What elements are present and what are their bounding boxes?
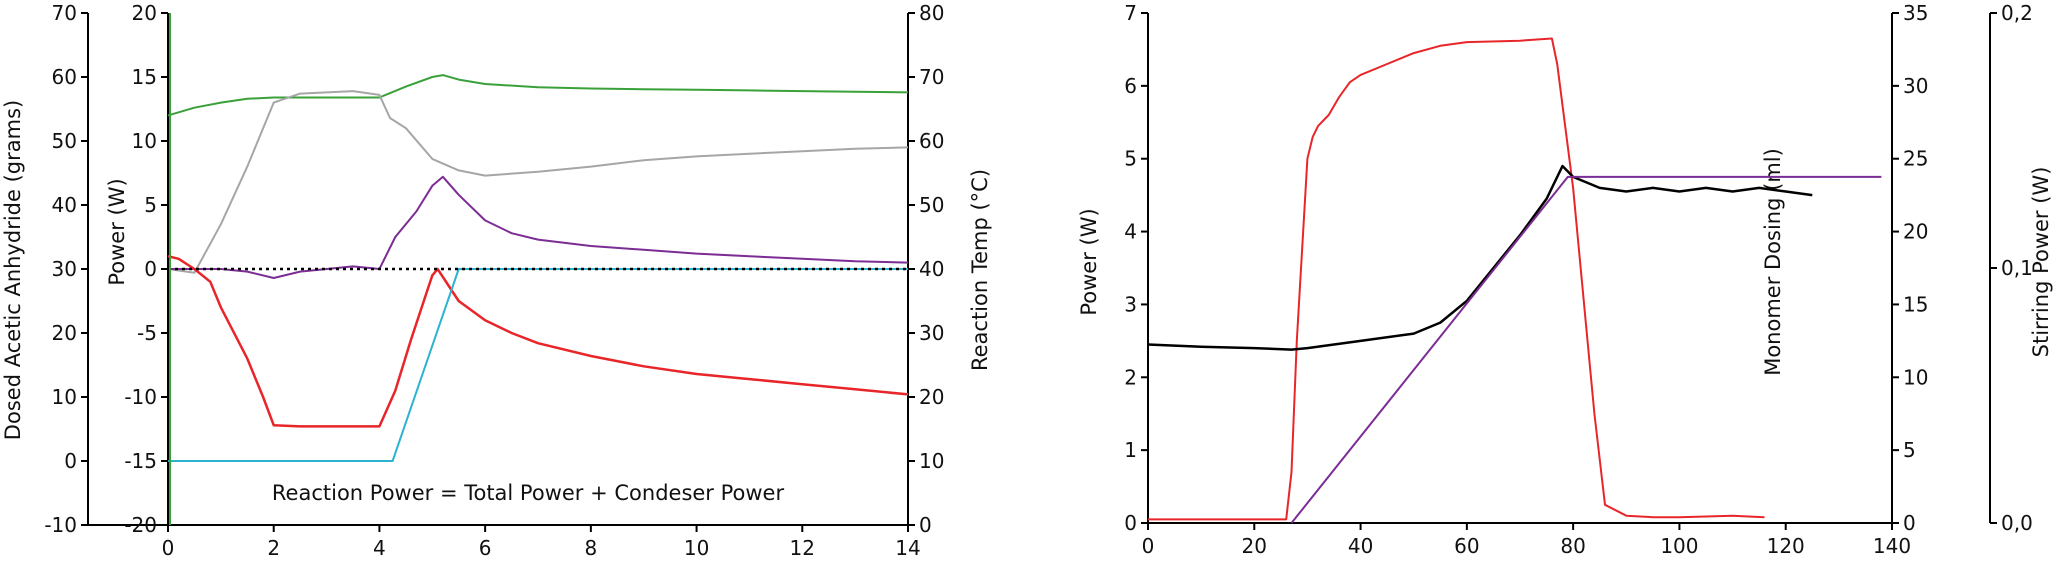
chart1-dosed-tick-label: 10: [52, 385, 77, 409]
chart2-series-line-1: [1148, 37, 1765, 521]
chart1-annotation: Reaction Power = Total Power + Condeser …: [272, 481, 785, 505]
chart2-monomer-tick-label: 15: [1903, 292, 1928, 316]
chart1-temp-axis-label: Reaction Temp (°C): [968, 169, 992, 371]
chart1-x-tick-label: 0: [162, 536, 175, 560]
chart1-dosed-tick-label: 60: [52, 65, 77, 89]
chart1-temp-tick-label: 80: [919, 1, 944, 25]
chart1-power-tick-label: 15: [132, 65, 157, 89]
chart2-stirring-axis-label: Stirring Power (W): [2029, 167, 2053, 358]
chart2-monomer-tick-label: 5: [1903, 438, 1916, 462]
chart1-power-tick-label: 20: [132, 1, 157, 25]
chart2-series-line-2: [1147, 164, 1813, 351]
chart1-temp-tick-label: 60: [919, 129, 944, 153]
chart2-x-tick-label: 40: [1348, 534, 1373, 558]
chart2-x-tick-label: 0: [1142, 534, 1155, 558]
chart1-x-tick-label: 14: [895, 536, 920, 560]
chart2-power-tick-label: 6: [1124, 74, 1137, 98]
chart2-monomer-tick-label: 35: [1903, 1, 1928, 25]
chart1-dosed-tick-label: 70: [52, 1, 77, 25]
chart1-dosed-tick-label: 20: [52, 321, 77, 345]
chart2-monomer-tick-label: 25: [1903, 147, 1928, 171]
chart2-power-tick-label: 3: [1124, 292, 1137, 316]
chart2-power-tick-label: 7: [1124, 1, 1137, 25]
chart1-temp-tick-label: 0: [919, 513, 932, 537]
chart1-power-tick-label: -10: [124, 385, 157, 409]
chart2-power-tick-label: 2: [1124, 365, 1137, 389]
chart2-stirring-tick-label: 0,2: [2001, 1, 2033, 25]
chart1-power-tick-label: -5: [137, 321, 157, 345]
chart1-dosed-axis-label: Dosed Acetic Anhydride (grams): [1, 100, 25, 440]
chart2-monomer-tick-label: 0: [1903, 511, 1916, 535]
chart2-power-tick-label: 0: [1124, 511, 1137, 535]
chart1-temp-tick-label: 10: [919, 449, 944, 473]
chart1-series-line-4: [167, 254, 909, 428]
chart2-x-tick-label: 80: [1560, 534, 1585, 558]
chart1-temp-tick-label: 30: [919, 321, 944, 345]
chart1-x-tick-label: 4: [373, 536, 386, 560]
chart1-series-line-2: [167, 90, 909, 274]
chart1-power-tick-label: -20: [124, 513, 157, 537]
chart1-power-tick-label: 0: [144, 257, 157, 281]
chart1-dosed-tick-label: 50: [52, 129, 77, 153]
chart2-series-line-3: [1290, 175, 1882, 524]
chart1-series-line-3: [168, 175, 909, 279]
chart1-temp-tick-label: 50: [919, 193, 944, 217]
chart1-dosed-tick-label: -10: [44, 513, 77, 537]
chart1-x-tick-label: 6: [479, 536, 492, 560]
chart2-power-tick-label: 4: [1124, 220, 1137, 244]
chart1-dosed-tick-label: 40: [52, 193, 77, 217]
chart2-monomer-tick-label: 30: [1903, 74, 1928, 98]
chart1-series-line-5: [168, 268, 908, 462]
chart1-x-tick-label: 8: [584, 536, 597, 560]
chart1-series-line-1: [167, 74, 909, 117]
chart1-temp-tick-label: 20: [919, 385, 944, 409]
chart1-dosed-tick-label: 0: [64, 449, 77, 473]
chart2-x-tick-label: 20: [1242, 534, 1267, 558]
chart1-x-tick-label: 2: [267, 536, 280, 560]
chart2-monomer-tick-label: 20: [1903, 220, 1928, 244]
chart1-x-tick-label: 12: [790, 536, 815, 560]
chart2-monomer-tick-label: 10: [1903, 365, 1928, 389]
chart2-power-tick-label: 5: [1124, 147, 1137, 171]
chart1-power-axis-label: Power (W): [105, 178, 129, 285]
chart2-x-tick-label: 140: [1873, 534, 1911, 558]
chart2-stirring-tick-label: 0,1: [2001, 256, 2033, 280]
chart2-stirring-tick-label: 0,0: [2001, 511, 2033, 535]
chart2-monomer-axis-label: Monomer Dosing (ml): [1761, 148, 1785, 376]
chart2-x-tick-label: 100: [1660, 534, 1698, 558]
chart1-power-tick-label: 10: [132, 129, 157, 153]
chart1-dosed-tick-label: 30: [52, 257, 77, 281]
chart2-x-tick-label: 60: [1454, 534, 1479, 558]
chart2-power-axis-label: Power (W): [1077, 208, 1101, 315]
chart1-power-tick-label: 5: [144, 193, 157, 217]
chart1-temp-tick-label: 70: [919, 65, 944, 89]
chart1-temp-tick-label: 40: [919, 257, 944, 281]
chart1-x-tick-label: 10: [684, 536, 709, 560]
chart1-power-tick-label: -15: [124, 449, 157, 473]
chart2-x-tick-label: 120: [1767, 534, 1805, 558]
chart2-power-tick-label: 1: [1124, 438, 1137, 462]
